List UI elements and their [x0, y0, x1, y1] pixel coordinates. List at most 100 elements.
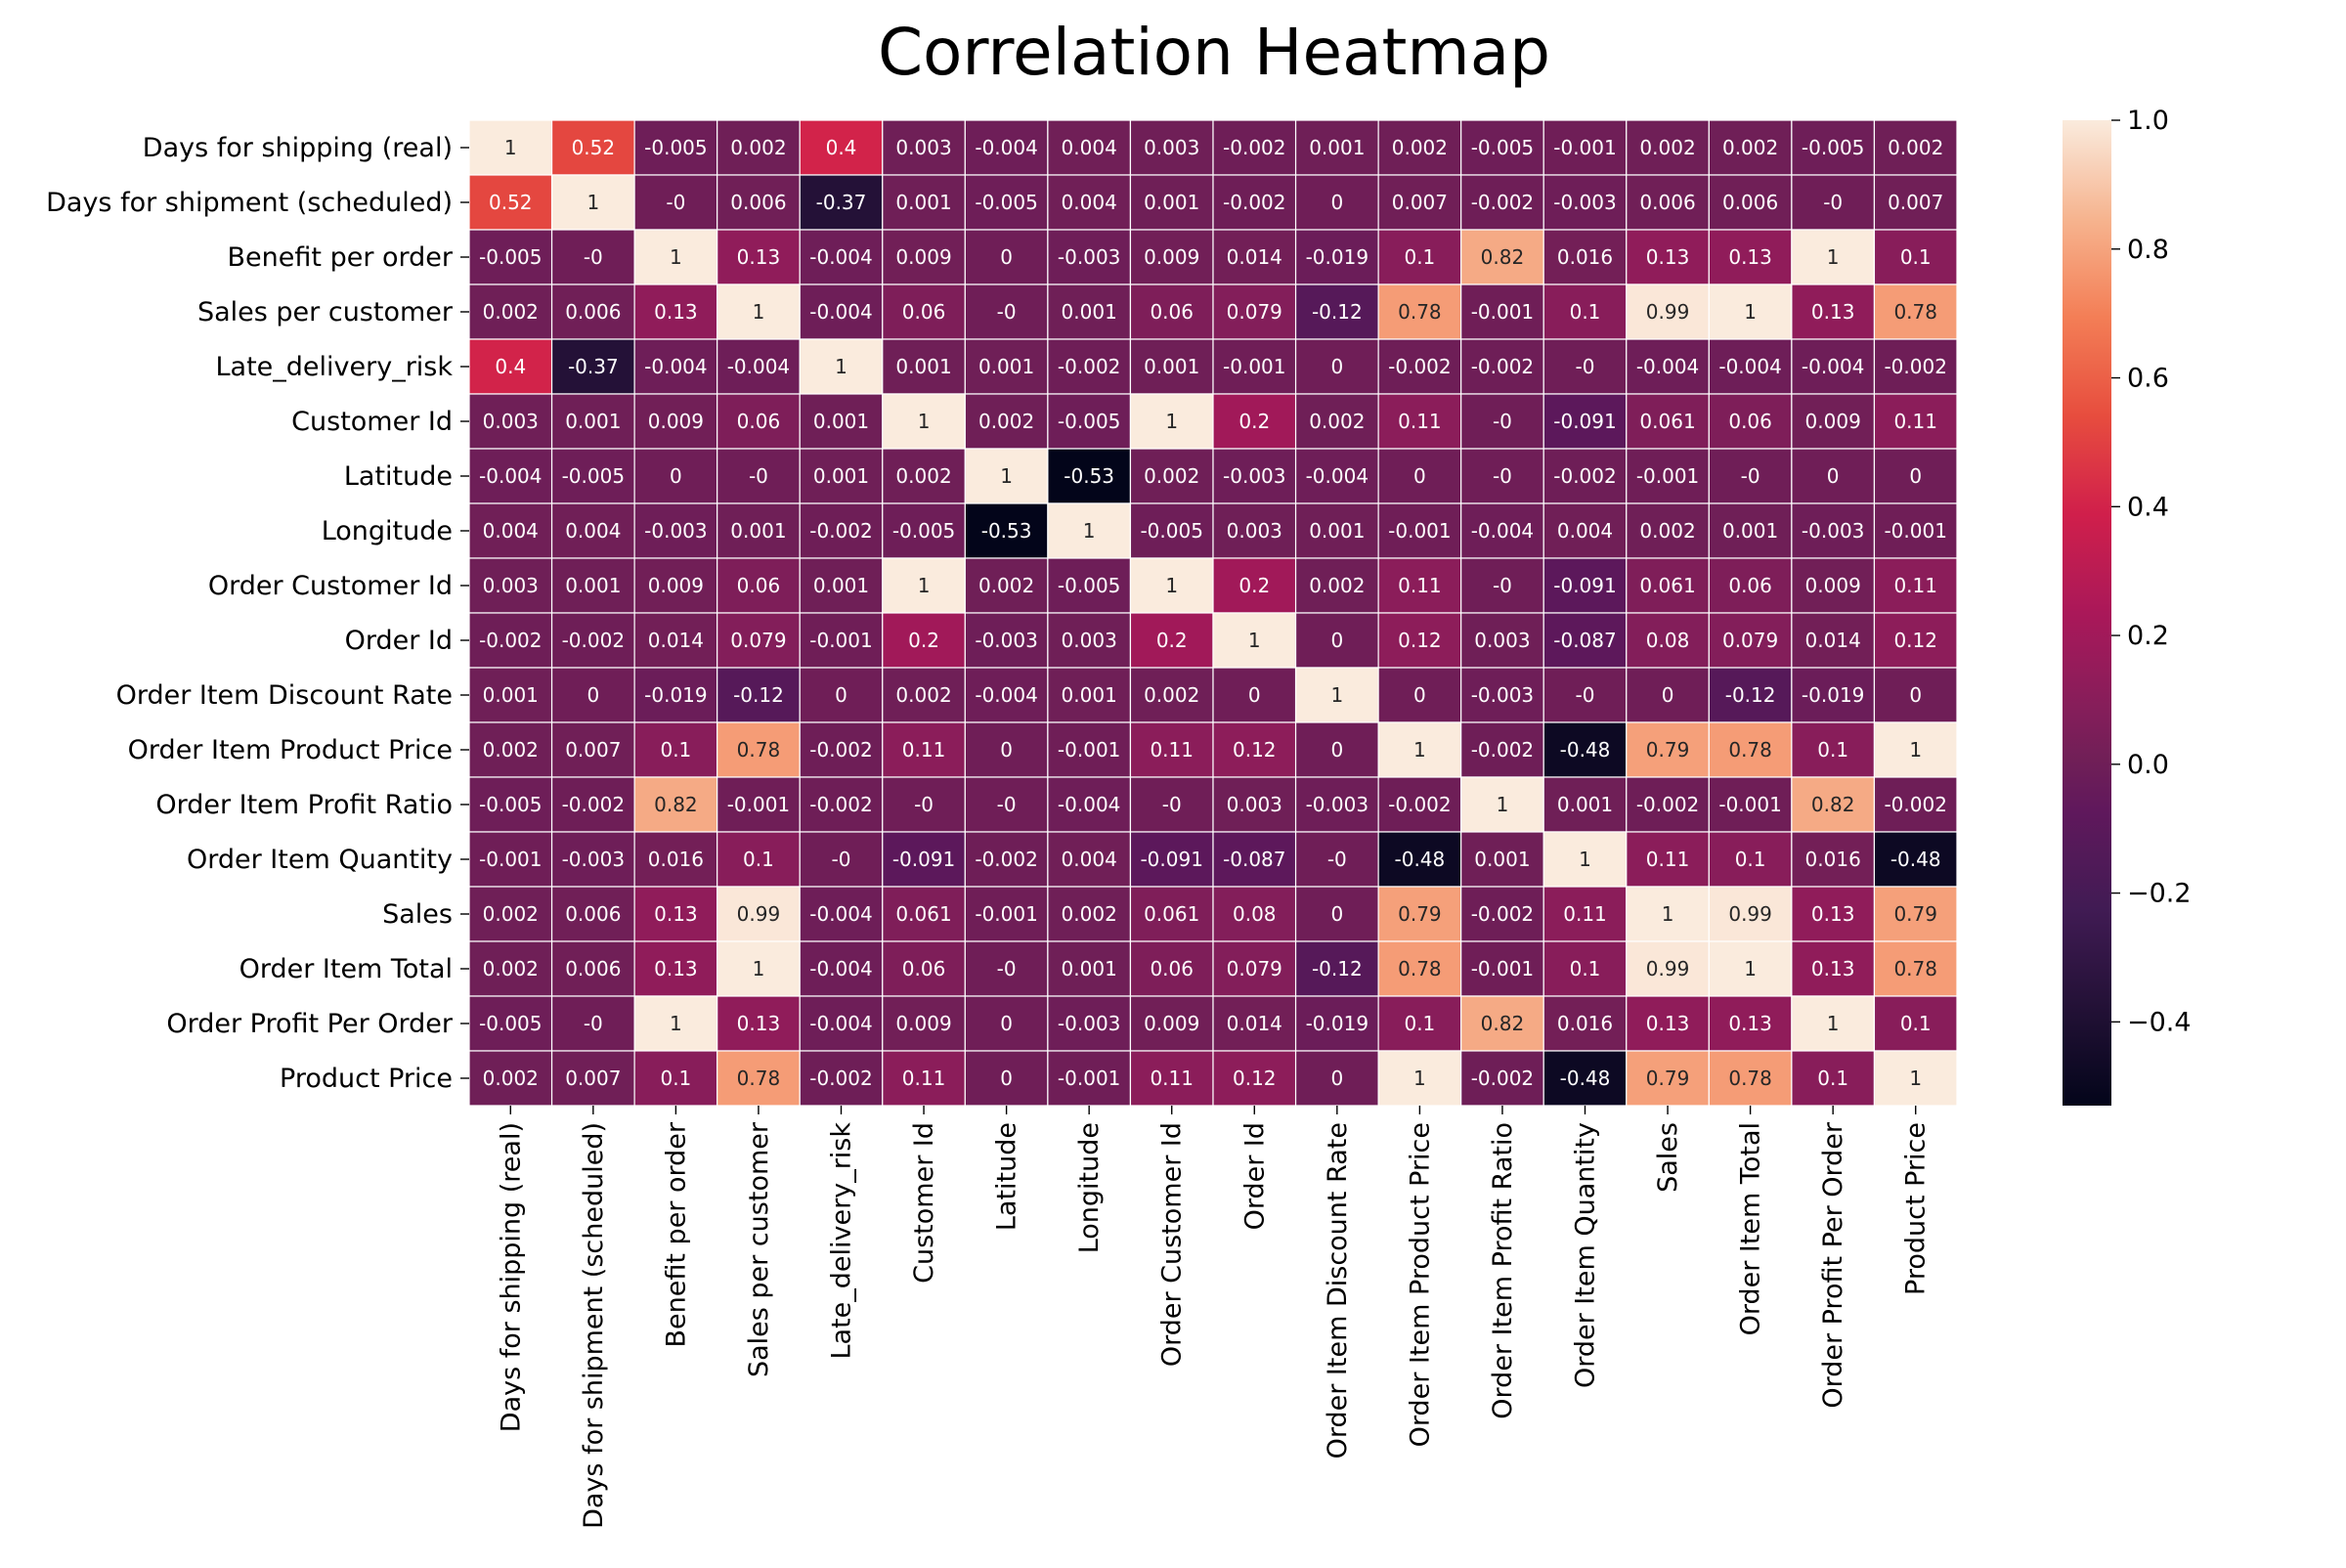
heatmap-cell: [964, 393, 1049, 450]
cell-value-label: -0.005: [892, 519, 955, 543]
cell-value-label: -0.002: [1884, 793, 1946, 816]
cell-value-label: 0.061: [895, 902, 951, 926]
column-label: Order Item Profit Ratio: [1488, 1122, 1518, 1419]
heatmap-cell: [1460, 229, 1544, 285]
heatmap-cell: [1460, 393, 1544, 450]
cell-value-label: 0.82: [1811, 793, 1855, 816]
cell-value-label: 0.2: [1238, 410, 1270, 433]
cell-value-label: 0.79: [1893, 902, 1937, 926]
heatmap-cell: [1460, 886, 1544, 942]
heatmap-cell: [799, 886, 884, 942]
heatmap-cell: [1294, 995, 1379, 1052]
heatmap-cell: [1212, 557, 1297, 614]
cell-value-label: 0.99: [1646, 957, 1690, 980]
cell-value-label: 1: [1413, 1067, 1426, 1090]
row-label: Late_delivery_risk: [215, 352, 453, 382]
heatmap-cell: [1377, 283, 1462, 340]
heatmap-cell: [1460, 612, 1544, 669]
cell-value-label: 0.004: [565, 519, 621, 543]
cell-value-label: 0.061: [1144, 902, 1199, 926]
column-label: Order Item Discount Rate: [1323, 1122, 1353, 1459]
cell-value-label: 0.1: [1735, 848, 1766, 871]
cell-value-label: 1: [1248, 629, 1261, 652]
cell-value-label: 0.82: [1481, 1012, 1525, 1035]
cell-value-label: 0.82: [654, 793, 698, 816]
cell-value-label: -0.005: [562, 464, 625, 488]
column-label: Customer Id: [909, 1122, 939, 1284]
row-label: Order Id: [345, 626, 453, 656]
cell-value-label: -0.004: [1306, 464, 1368, 488]
column-label: Order Customer Id: [1157, 1122, 1188, 1367]
cell-value-label: 0.82: [1481, 245, 1525, 269]
cell-value-label: 1: [918, 410, 931, 433]
heatmap-cell: [799, 448, 884, 504]
heatmap-cell: [633, 502, 718, 559]
cell-value-label: -0.004: [809, 902, 872, 926]
cell-value-label: -0.004: [809, 1012, 872, 1035]
cell-value-label: 1: [1827, 245, 1840, 269]
cell-value-label: 0.08: [1233, 902, 1277, 926]
heatmap-cell: [882, 995, 966, 1052]
heatmap-cell: [1708, 1050, 1793, 1107]
heatmap-cell: [1542, 1050, 1628, 1107]
cell-value-label: 0.079: [1227, 957, 1282, 980]
heatmap-cell: [964, 667, 1049, 723]
cell-value-label: -0.001: [1471, 957, 1534, 980]
heatmap-cell: [468, 721, 553, 778]
heatmap-cell: [1873, 995, 1958, 1052]
heatmap-cell: [550, 831, 635, 888]
heatmap-cell: [1873, 831, 1958, 888]
cell-value-label: 0.001: [1557, 793, 1613, 816]
row-label: Longitude: [322, 516, 453, 546]
heatmap-cell: [633, 776, 718, 833]
heatmap-cell: [964, 338, 1049, 395]
colorbar-tick-label: 0.4: [2127, 492, 2169, 522]
heatmap-cell: [964, 557, 1049, 614]
cell-value-label: -0.005: [1471, 136, 1534, 159]
cell-value-label: 0.4: [826, 136, 857, 159]
cell-value-label: 0.003: [895, 136, 951, 159]
heatmap-cell: [1460, 721, 1544, 778]
heatmap-cell: [1708, 119, 1793, 176]
cell-value-label: -0.091: [1553, 410, 1616, 433]
heatmap-cell: [1791, 557, 1876, 614]
column-label: Order Profit Per Order: [1818, 1121, 1848, 1409]
heatmap-cell: [1047, 721, 1132, 778]
cell-value-label: 0.11: [1398, 410, 1442, 433]
cell-value-label: 0.006: [565, 902, 621, 926]
cell-value-label: 0: [835, 683, 847, 707]
cell-value-label: 0.13: [654, 300, 698, 324]
heatmap-cell: [964, 448, 1049, 504]
heatmap-cell: [1129, 393, 1214, 450]
cell-value-label: 0.007: [1888, 191, 1943, 214]
row-label: Order Item Total: [239, 954, 453, 984]
heatmap-cell: [550, 940, 635, 997]
cell-value-label: 0.78: [737, 1067, 781, 1090]
cell-value-label: -0: [997, 300, 1017, 324]
cell-value-label: 0.009: [1144, 245, 1199, 269]
heatmap-cell: [468, 119, 553, 176]
cell-value-label: 0.1: [1900, 245, 1932, 269]
heatmap-cell: [1542, 995, 1628, 1052]
cell-value-label: -0: [997, 957, 1017, 980]
heatmap-cell: [633, 667, 718, 723]
column-label: Sales: [1653, 1122, 1683, 1193]
cell-value-label: 0.014: [648, 629, 704, 652]
cell-value-label: 0.99: [1728, 902, 1772, 926]
cell-value-label: -0.003: [562, 848, 625, 871]
cell-value-label: 0: [670, 464, 682, 488]
cell-value-label: 0.1: [660, 1067, 691, 1090]
heatmap-cell: [1212, 1050, 1297, 1107]
cell-value-label: 0.2: [1156, 629, 1188, 652]
cell-value-label: -0.53: [981, 519, 1032, 543]
heatmap-cell: [1626, 393, 1710, 450]
cell-value-label: -0: [1576, 355, 1595, 378]
cell-value-label: 0.002: [1639, 519, 1695, 543]
heatmap-cell: [717, 776, 801, 833]
cell-value-label: 0.06: [902, 957, 946, 980]
cell-value-label: 0.78: [1398, 957, 1442, 980]
cell-value-label: 0.78: [1893, 957, 1937, 980]
cell-value-label: 0.002: [978, 410, 1034, 433]
heatmap-cell: [1708, 283, 1793, 340]
